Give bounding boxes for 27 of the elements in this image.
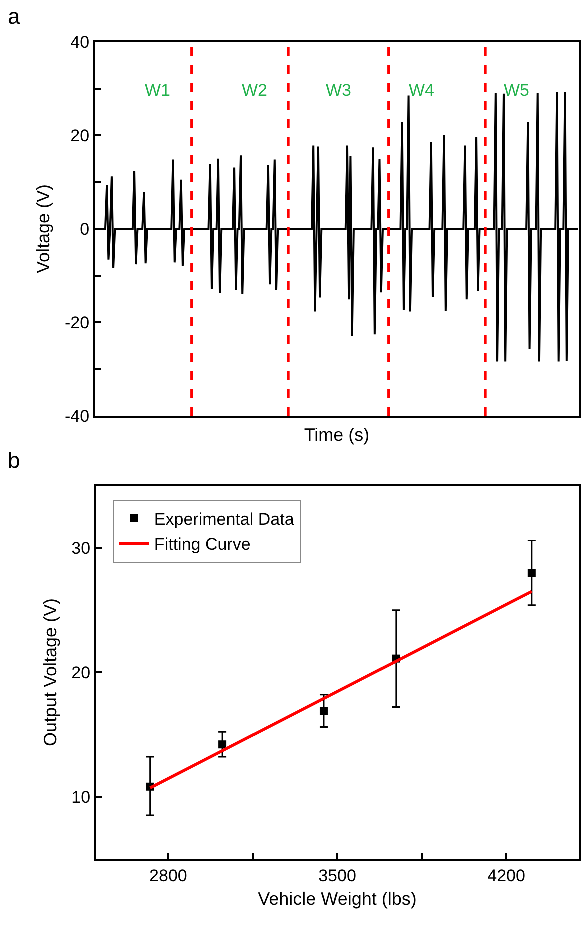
- annotation: W3: [326, 81, 352, 100]
- y-tick-label: 30: [72, 539, 91, 558]
- x-axis-title: Time (s): [304, 425, 370, 445]
- x-tick-label: 2800: [150, 866, 188, 886]
- y-tick-label: -20: [65, 313, 90, 332]
- point: [218, 740, 227, 749]
- y-axis-title: Output Voltage (V): [40, 598, 60, 747]
- point: [320, 707, 328, 716]
- x-tick-label: 4200: [488, 866, 526, 886]
- y-axis-title: Voltage (V): [34, 184, 54, 274]
- y-tick-label: 10: [72, 788, 91, 807]
- y-tick-label: 20: [70, 126, 90, 146]
- y-tick-label: 20: [72, 663, 91, 682]
- annotation: W5: [504, 81, 530, 100]
- annotation: W1: [145, 81, 170, 100]
- legend-label: Experimental Data: [154, 510, 295, 530]
- x-tick-label: 3500: [318, 866, 356, 886]
- y-tick-label: -40: [65, 406, 90, 426]
- legend-label: Fitting Curve: [154, 535, 251, 554]
- point: [528, 569, 536, 578]
- text: b: [8, 448, 20, 473]
- annotation: W2: [242, 81, 268, 100]
- annotation: W4: [409, 81, 434, 100]
- x-axis-title: Vehicle Weight (lbs): [258, 889, 417, 909]
- y-tick-label: 40: [70, 32, 90, 52]
- text: a: [8, 4, 21, 29]
- y-tick-label: 0: [80, 220, 90, 239]
